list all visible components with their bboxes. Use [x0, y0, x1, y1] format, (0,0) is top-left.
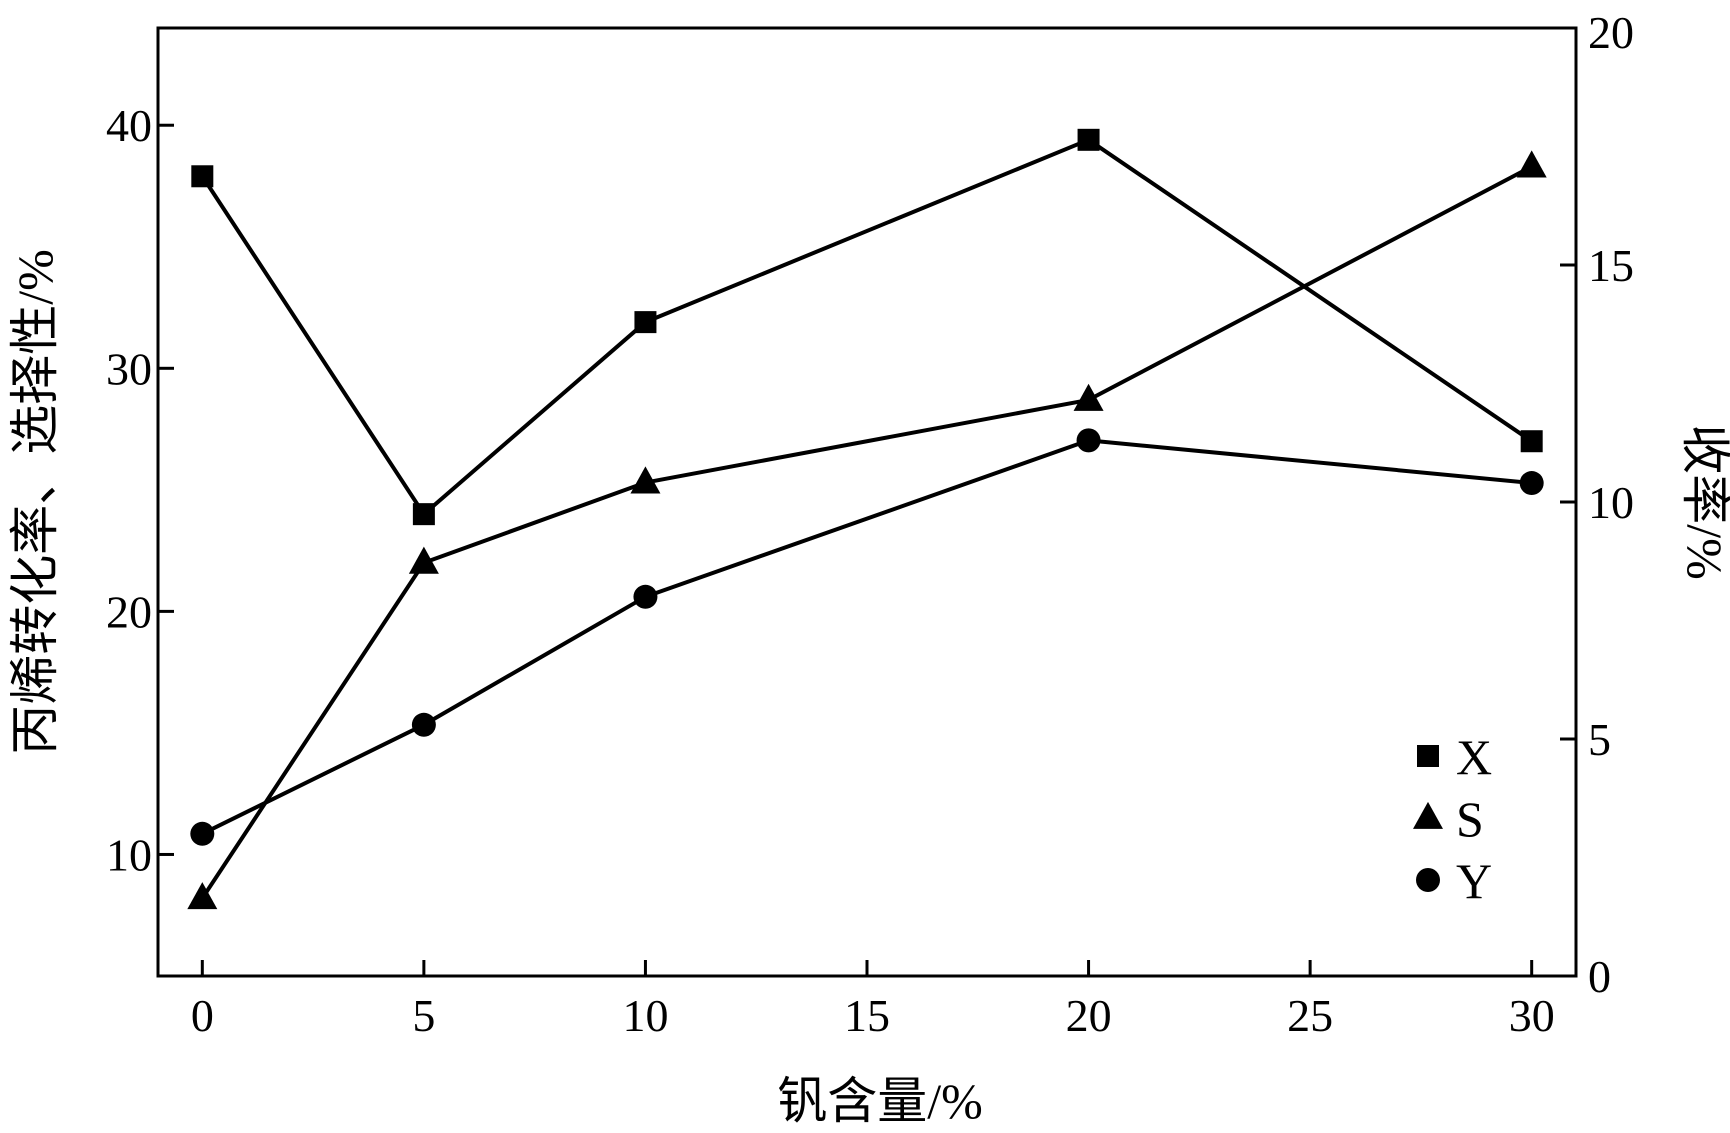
y-right-tick-label: 15: [1588, 240, 1634, 291]
y-left-tick-label: 40: [106, 100, 152, 151]
legend-label-x: X: [1456, 729, 1492, 785]
x-tick-label: 15: [844, 990, 890, 1041]
x-tick-label: 25: [1287, 990, 1333, 1041]
x-tick-label: 0: [191, 990, 214, 1041]
tick-labels: 0 5 10 15 20 25 30 10 20 30 40 0 5 10 15 20: [106, 7, 1634, 1041]
y-right-tick-label: 10: [1588, 477, 1634, 528]
y-right-tick-label: 0: [1588, 951, 1611, 1002]
data-point-y: [1076, 428, 1101, 453]
data-point-s: [630, 466, 661, 494]
x-tick-label: 20: [1066, 990, 1112, 1041]
data-point-x: [191, 165, 214, 188]
y-left-tick-label: 30: [106, 343, 152, 394]
legend-marker-y: [1416, 868, 1440, 892]
data-point-s: [408, 546, 439, 574]
x-axis-title: 钒含量/%: [777, 1073, 983, 1129]
series-line-s: [200, 164, 1533, 900]
legend: XSY: [1413, 729, 1492, 909]
legend-marker-s: [1413, 801, 1443, 829]
legend-label-s: S: [1456, 791, 1484, 847]
data-point-y: [411, 712, 436, 737]
y-left-tick-label: 20: [106, 586, 152, 637]
series-line-y: [201, 438, 1532, 836]
plot-frame: [156, 26, 1578, 978]
y-left-axis-title: 丙烯转化率、选择性/%: [7, 249, 63, 755]
y-right-axis-title: 收率/%: [1677, 424, 1730, 580]
data-point-x: [1077, 128, 1100, 151]
legend-label-y: Y: [1456, 853, 1492, 909]
data-point-s: [1516, 150, 1547, 178]
x-tick-label: 10: [622, 990, 668, 1041]
y-right-tick-label: 5: [1588, 714, 1611, 765]
data-point-y: [190, 821, 215, 846]
data-point-x: [1520, 430, 1543, 453]
series-line-x: [200, 137, 1533, 517]
y-left-tick-label: 10: [106, 829, 152, 880]
data-point-x: [634, 311, 657, 334]
data-point-y: [1519, 471, 1544, 496]
legend-marker-x: [1417, 745, 1439, 767]
x-tick-label: 5: [412, 990, 435, 1041]
series-lines: [200, 137, 1533, 900]
y-right-tick-label: 20: [1588, 7, 1634, 58]
data-point-x: [412, 503, 435, 526]
data-point-s: [187, 882, 218, 910]
data-point-y: [633, 584, 658, 609]
data-markers: [187, 128, 1547, 910]
tick-marks: [158, 26, 1576, 978]
x-tick-label: 30: [1509, 990, 1555, 1041]
data-point-s: [1073, 383, 1104, 411]
